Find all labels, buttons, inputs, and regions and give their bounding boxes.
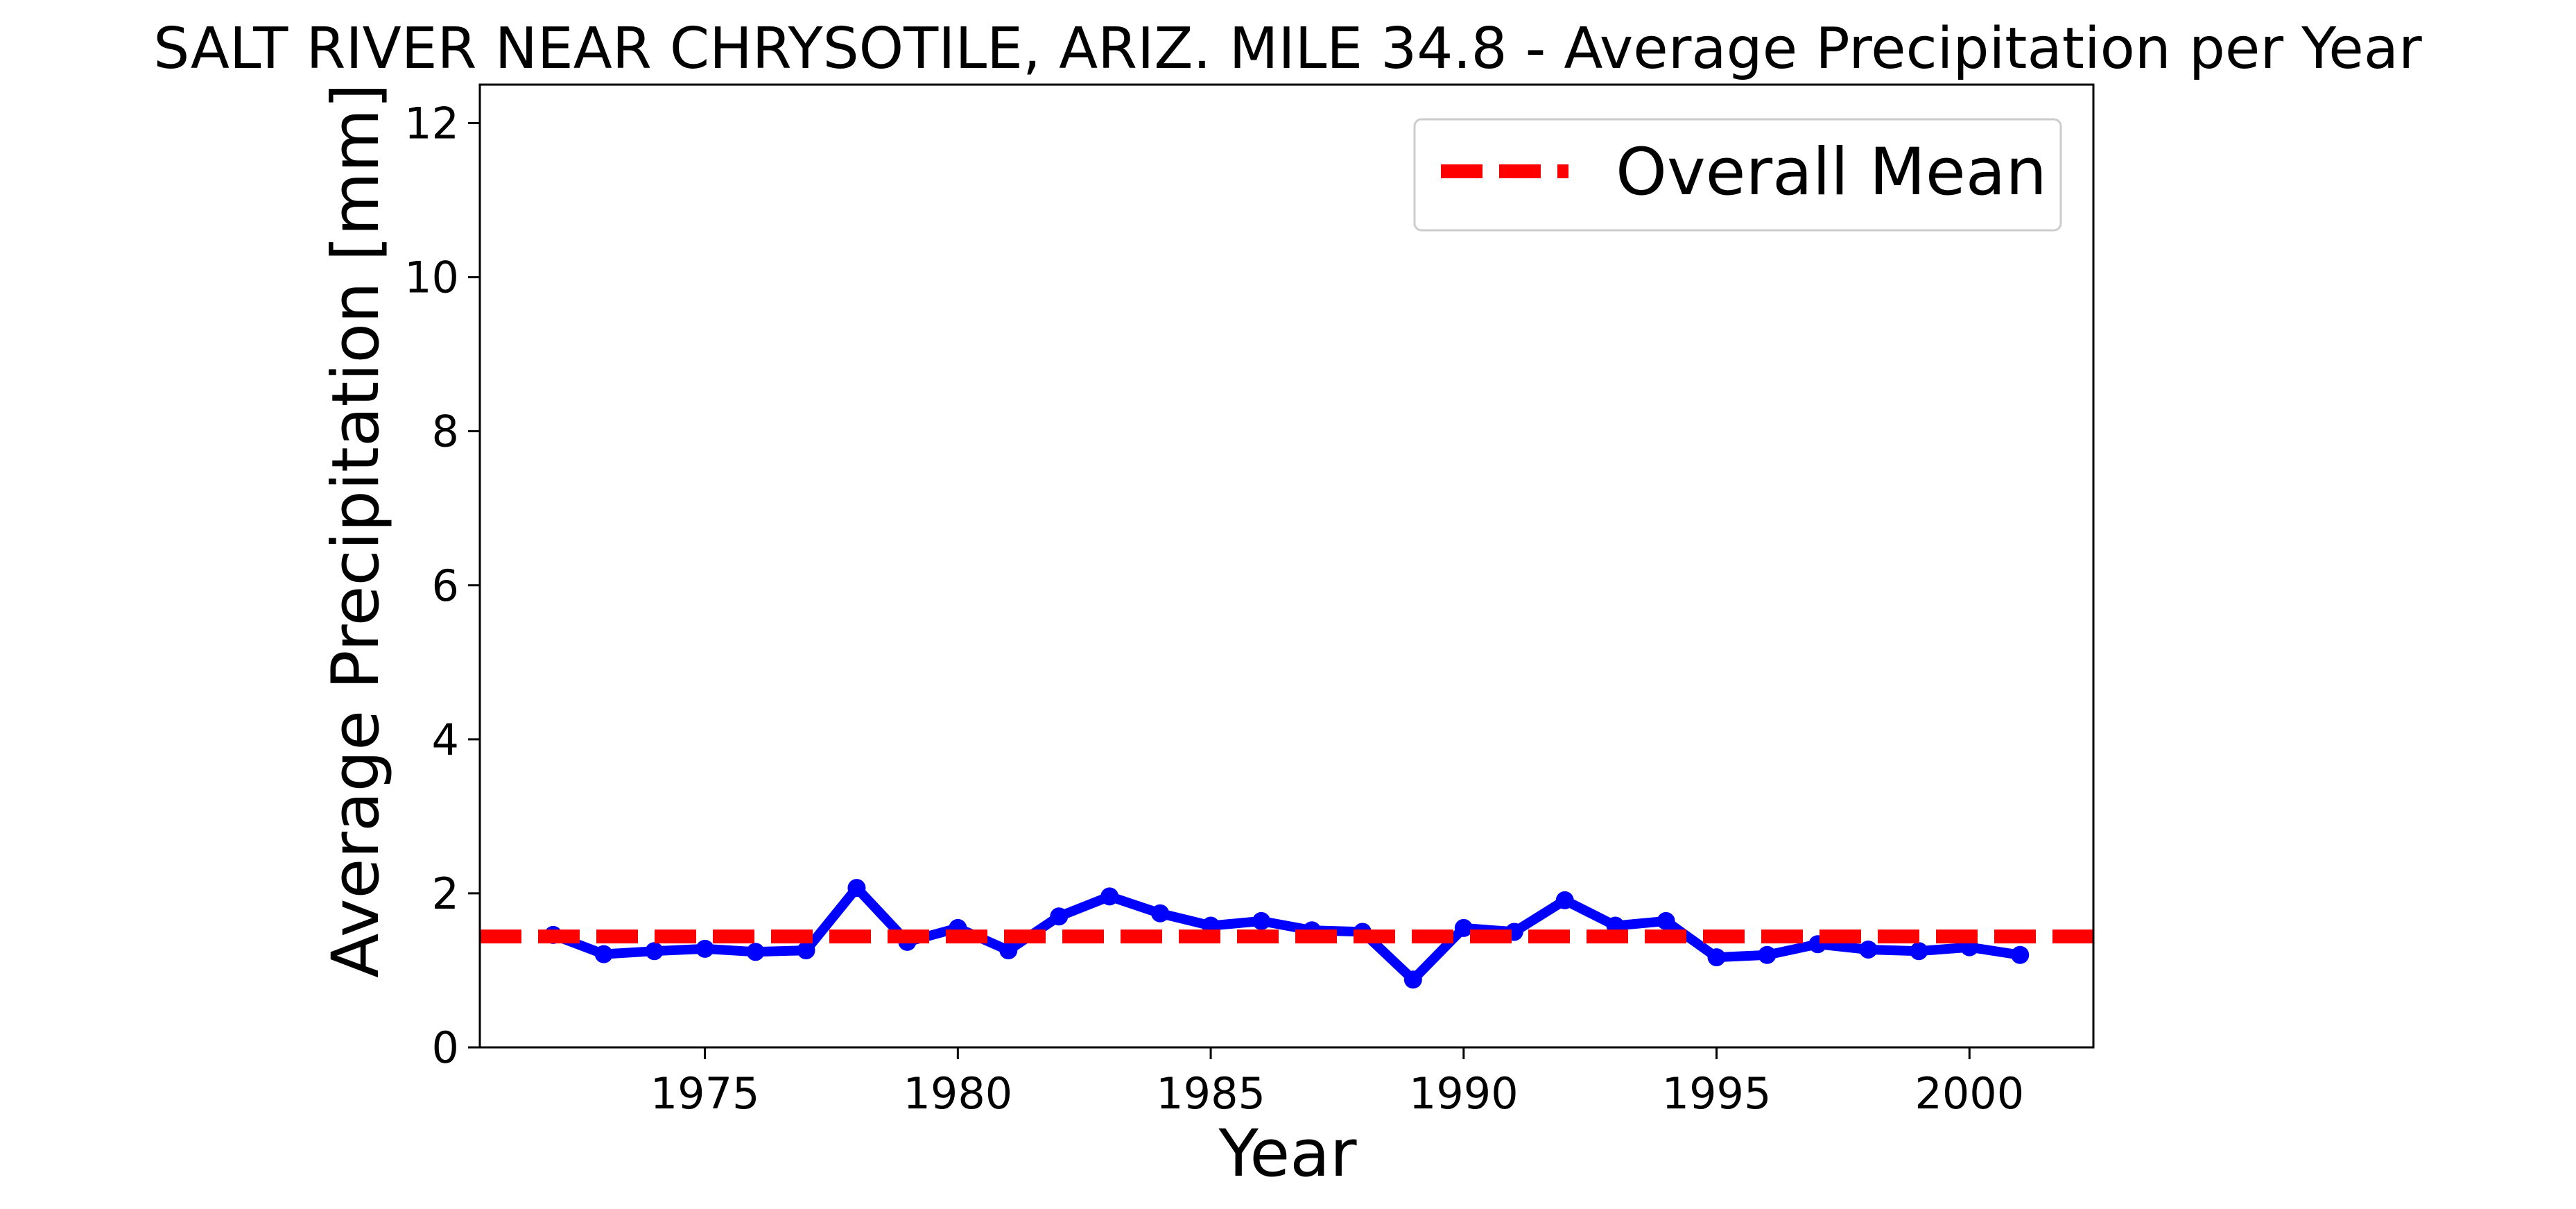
y-tick-label: 8	[432, 406, 459, 457]
y-tick-label: 0	[432, 1022, 459, 1073]
legend-box	[1413, 118, 2062, 232]
x-tick-label: 1980	[903, 1068, 1012, 1119]
data-point	[2011, 945, 2030, 964]
data-point	[645, 942, 664, 961]
data-point	[1252, 911, 1271, 930]
data-point	[797, 941, 815, 960]
data-point	[1151, 904, 1170, 923]
x-tick-label: 1995	[1662, 1068, 1772, 1119]
data-point	[1910, 942, 1928, 961]
y-tick-label: 12	[404, 98, 459, 149]
x-axis-label: Year	[1218, 1116, 1356, 1192]
legend-mean-label: Overall Mean	[1616, 135, 2047, 210]
data-point	[999, 941, 1018, 960]
plot-area	[478, 83, 2095, 1049]
axis-ticks: 1975 1980 1985 1990 1995 2000 0 2 4 6 8 10 12	[404, 98, 2024, 1119]
data-point	[746, 943, 765, 961]
chart-title: SALT RIVER NEAR CHRYSOTILE, ARIZ. MILE 3…	[153, 16, 2422, 82]
y-axis-label: Average Precipitation [mm]	[318, 83, 394, 978]
x-tick-label: 1975	[650, 1068, 760, 1119]
data-point	[1050, 907, 1069, 926]
data-point	[695, 939, 714, 958]
data-point	[1859, 940, 1878, 959]
y-tick-label: 6	[432, 560, 459, 611]
data-point	[1100, 887, 1119, 906]
y-tick-label: 10	[404, 252, 459, 303]
data-point	[594, 945, 613, 963]
x-tick-label: 2000	[1914, 1068, 2024, 1119]
x-tick-label: 1990	[1409, 1068, 1519, 1119]
y-tick-label: 2	[432, 868, 459, 919]
data-point	[847, 879, 866, 898]
data-point	[1454, 918, 1473, 937]
data-point	[1707, 948, 1726, 967]
data-point	[1758, 945, 1777, 964]
x-tick-label: 1985	[1156, 1068, 1265, 1119]
plot-frame	[478, 83, 2095, 1049]
y-tick-label: 4	[432, 714, 459, 765]
data-point	[1657, 911, 1675, 930]
data-point	[1555, 891, 1574, 909]
data-point	[1403, 970, 1422, 989]
legend: Overall Mean	[1413, 118, 2062, 232]
